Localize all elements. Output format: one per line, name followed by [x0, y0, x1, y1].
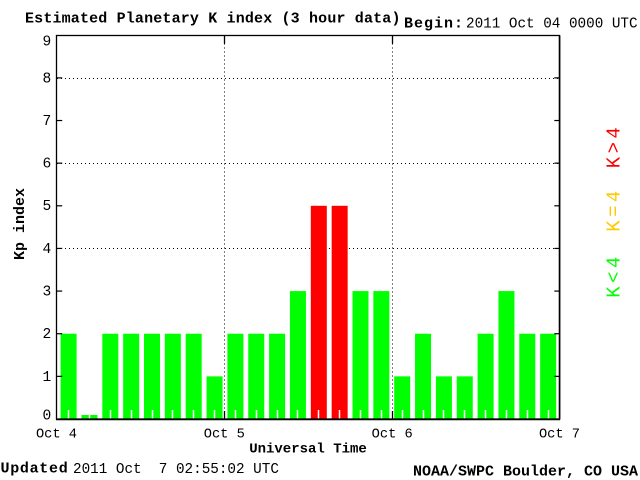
svg-text:Updated: Updated	[1, 461, 69, 478]
svg-text:Universal Time: Universal Time	[249, 442, 367, 458]
svg-text:K=4: K=4	[604, 187, 626, 231]
svg-text:3: 3	[43, 285, 52, 301]
svg-text:Estimated Planetary K index (3: Estimated Planetary K index (3 hour data…	[25, 11, 401, 28]
svg-text:6: 6	[43, 157, 52, 173]
svg-text:NOAA/SWPC Boulder, CO USA: NOAA/SWPC Boulder, CO USA	[413, 464, 638, 480]
svg-text:Oct 4: Oct 4	[36, 428, 77, 443]
svg-text:2011 Oct 7 02:55:02 UTC: 2011 Oct 7 02:55:02 UTC	[73, 462, 279, 478]
svg-text:0: 0	[43, 408, 52, 424]
svg-text:Oct 6: Oct 6	[372, 428, 413, 443]
svg-text:1: 1	[43, 370, 52, 386]
svg-text:2011 Oct 04 0000 UTC: 2011 Oct 04 0000 UTC	[466, 17, 638, 33]
svg-text:Kp index: Kp index	[12, 188, 29, 260]
svg-text:Oct 5: Oct 5	[204, 428, 245, 443]
svg-text:K<4: K<4	[604, 253, 626, 297]
svg-text:9: 9	[43, 34, 52, 50]
svg-text:8: 8	[43, 71, 52, 87]
svg-text:Oct 7: Oct 7	[539, 428, 580, 443]
svg-text:7: 7	[43, 114, 52, 130]
svg-text:5: 5	[43, 199, 52, 215]
svg-text:Begin:: Begin:	[404, 16, 464, 33]
svg-text:K>4: K>4	[604, 124, 626, 168]
svg-text:2: 2	[43, 327, 52, 343]
svg-text:4: 4	[43, 242, 52, 258]
